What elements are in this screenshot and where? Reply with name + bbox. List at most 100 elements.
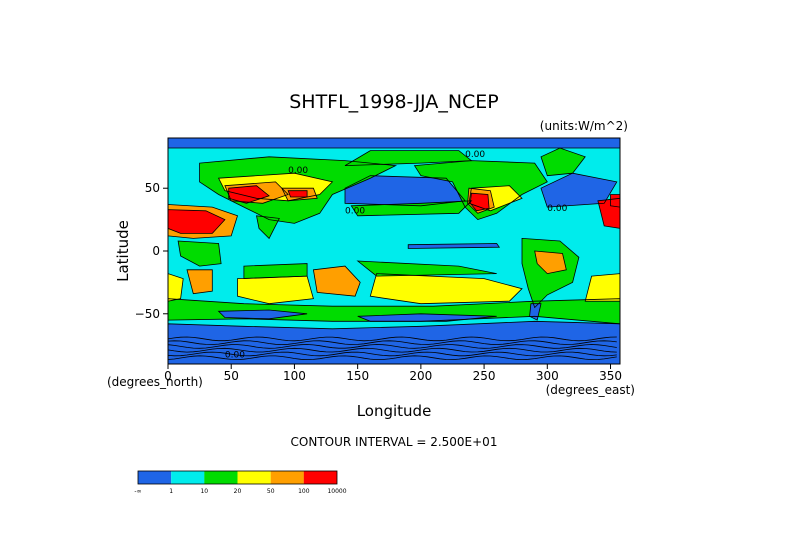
contour-north-pacific-green bbox=[350, 200, 473, 217]
region-middle-east-red bbox=[597, 198, 620, 229]
region-antarctic-band bbox=[168, 321, 620, 364]
region-sahara-red bbox=[168, 209, 225, 234]
region-greenland-green bbox=[541, 148, 586, 176]
x-tick-label: 0 bbox=[164, 369, 172, 383]
contour-south-africa-orange bbox=[186, 269, 213, 295]
contour-south-pacific-patch bbox=[357, 313, 497, 322]
x-tick-label: 300 bbox=[536, 369, 559, 383]
legend-label: 20 bbox=[234, 488, 242, 495]
contour-iberia-red bbox=[610, 194, 620, 208]
x-axis-units: (degrees_east) bbox=[546, 383, 635, 397]
region-central-africa-green bbox=[178, 241, 222, 267]
legend-label: 100 bbox=[298, 488, 310, 495]
contour-antarctic-line bbox=[168, 340, 617, 345]
contour-eurasia-yellow bbox=[217, 172, 334, 202]
region-mongolia-red bbox=[288, 190, 308, 197]
contour-north-america-green bbox=[413, 160, 548, 221]
region-north-pacific-green bbox=[351, 200, 472, 216]
contour-north-pacific-blue bbox=[344, 175, 466, 207]
contour-antarctic-line bbox=[168, 351, 617, 357]
region-north-atlantic-blue bbox=[541, 173, 617, 208]
x-tick-label: 50 bbox=[224, 369, 239, 383]
region-south-atlantic-yellow-west bbox=[168, 273, 184, 302]
region-pacific-green bbox=[357, 261, 497, 277]
region-north-pacific-blue bbox=[345, 175, 466, 206]
contour-north-america-yellow bbox=[468, 185, 523, 212]
contour-antarctic-line bbox=[168, 336, 617, 342]
contour-southern-ocean-patch bbox=[217, 309, 308, 320]
contour-value-label: 0.00 bbox=[288, 166, 308, 176]
region-south-africa-orange bbox=[187, 269, 213, 294]
contour-label-group: 0.00 0.00 0.00 0.00 0.00 bbox=[225, 150, 568, 361]
contour-antarctic-line bbox=[168, 347, 617, 353]
contour-arctic-green-west bbox=[344, 150, 473, 166]
legend-swatch bbox=[303, 471, 337, 484]
x-tick-label: 250 bbox=[473, 369, 496, 383]
contour-mongolia-red bbox=[287, 190, 308, 198]
legend-swatch bbox=[237, 471, 271, 484]
contour-middle-east-red bbox=[597, 197, 620, 229]
legend-frame bbox=[137, 470, 338, 485]
contour-antarctic-band bbox=[168, 320, 620, 364]
contour-central-africa-green bbox=[177, 240, 222, 267]
region-south-america-orange bbox=[534, 251, 567, 274]
region-arctic-blue bbox=[168, 138, 620, 148]
contour-interval-text: CONTOUR INTERVAL = 2.500E+01 bbox=[291, 435, 498, 449]
units-label: (units:W/m^2) bbox=[540, 119, 628, 133]
contour-greenland-green bbox=[540, 147, 586, 177]
contour-central-asia-red bbox=[228, 185, 270, 204]
x-tick-label: 200 bbox=[409, 369, 432, 383]
contour-indian-green bbox=[243, 263, 308, 280]
contour-north-africa-orange bbox=[168, 204, 238, 239]
contour-lines bbox=[168, 138, 620, 364]
contour-pacific-green bbox=[356, 260, 497, 277]
x-tick-label: 100 bbox=[283, 369, 306, 383]
color-legend: -∞ 1 10 20 50 100 10000 bbox=[134, 470, 347, 495]
contour-australia-orange bbox=[312, 265, 361, 297]
contour-south-pacific-yellow bbox=[369, 273, 523, 305]
contour-india-green bbox=[256, 215, 280, 240]
x-axis: 0 50 100 150 200 250 300 350 bbox=[164, 364, 622, 383]
legend-swatch bbox=[204, 471, 238, 484]
region-western-us-red bbox=[470, 193, 490, 211]
region-south-atlantic-yellow bbox=[585, 273, 620, 302]
legend-swatch bbox=[270, 471, 304, 484]
x-tick-label: 350 bbox=[599, 369, 622, 383]
region-south-indian-yellow bbox=[237, 276, 314, 304]
legend-label: 1 bbox=[169, 488, 173, 495]
contour-western-us-red bbox=[469, 192, 490, 212]
legend-label: 10 bbox=[200, 488, 208, 495]
contour-antarctic-line bbox=[168, 344, 617, 349]
contour-western-us-orange bbox=[467, 187, 495, 214]
chart-title: SHTFL_1998-JJA_NCEP bbox=[289, 91, 499, 113]
y-tick-label: 0 bbox=[152, 244, 160, 258]
y-tick-label: 50 bbox=[145, 181, 160, 195]
y-tick-label: −50 bbox=[135, 307, 160, 321]
y-axis-units: (degrees_north) bbox=[107, 375, 203, 389]
legend-label: 50 bbox=[267, 488, 275, 495]
region-indian-green bbox=[243, 263, 308, 279]
y-axis-label: Latitude bbox=[114, 220, 132, 282]
x-axis-label: Longitude bbox=[357, 402, 432, 420]
region-australia-orange bbox=[313, 266, 361, 297]
contour-value-label: 0.00 bbox=[547, 204, 567, 214]
legend-swatch bbox=[171, 471, 205, 484]
contour-value-label: 0.00 bbox=[345, 206, 365, 216]
legend-swatch bbox=[138, 471, 172, 484]
region-south-pacific-yellow bbox=[370, 273, 522, 304]
legend-label: -∞ bbox=[134, 488, 141, 495]
contour-eurasia-green bbox=[199, 156, 398, 224]
contour-value-label: 0.00 bbox=[225, 351, 245, 361]
contour-north-atlantic-blue bbox=[540, 172, 618, 208]
contour-south-america-orange bbox=[534, 250, 567, 275]
contour-south-atlantic-yellow-west bbox=[168, 273, 184, 302]
legend-label: 10000 bbox=[327, 488, 346, 495]
contour-equatorial-blue-strip bbox=[407, 243, 501, 249]
contour-arctic-blue bbox=[168, 138, 620, 149]
region-india-green bbox=[256, 215, 280, 239]
contour-sahara-red bbox=[168, 209, 226, 234]
contour-value-label: 0.00 bbox=[465, 150, 485, 160]
contour-south-america-green bbox=[521, 237, 580, 309]
contour-southern-ocean-band bbox=[168, 298, 620, 325]
